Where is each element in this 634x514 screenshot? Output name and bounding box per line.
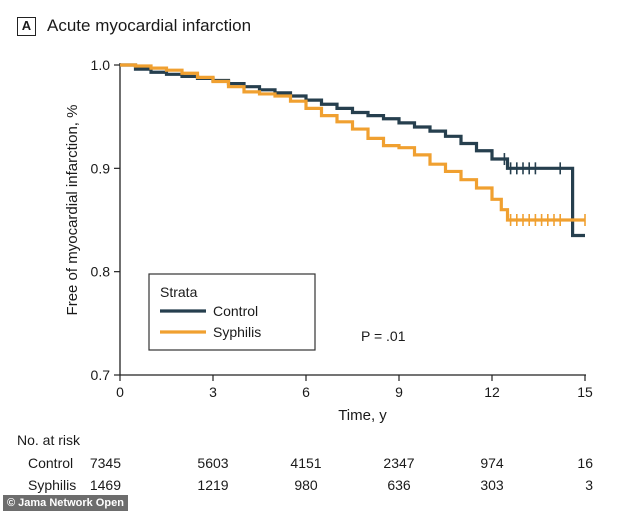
risk-count: 974 (480, 455, 504, 471)
x-tick-label: 12 (484, 384, 500, 400)
y-tick-label: 0.9 (91, 160, 111, 176)
risk-count: 7345 (90, 455, 121, 471)
x-tick-label: 9 (395, 384, 403, 400)
legend: Strata Control Syphilis (148, 273, 316, 351)
risk-count: 4151 (290, 455, 321, 471)
axes: 0 3 6 9 12 15 0.7 0.8 0.9 1.0 Time, y Free of myoca… (64, 57, 593, 424)
y-tick-label: 0.8 (91, 264, 111, 280)
x-tick-label: 15 (577, 384, 593, 400)
risk-count: 303 (480, 477, 504, 493)
syphilis-curve (120, 63, 585, 222)
x-axis-title: Time, y (338, 407, 387, 424)
watermark: © Jama Network Open (3, 495, 128, 511)
risk-count: 5603 (197, 455, 228, 471)
control-curve (120, 63, 585, 238)
risk-count: 3 (585, 477, 593, 493)
series-layer (120, 63, 586, 238)
risk-row-label: Control (28, 455, 73, 471)
x-tick-label: 6 (302, 384, 310, 400)
y-tick-label: 0.7 (91, 367, 111, 383)
panel-label: A (17, 17, 36, 36)
y-axis-title: Free of myocardial infarction, % (64, 105, 81, 316)
chart-title: Acute myocardial infarction (47, 16, 252, 35)
legend-label-control: Control (213, 303, 258, 319)
x-tick-label: 3 (209, 384, 217, 400)
risk-count: 16 (577, 455, 593, 471)
risk-table: No. at risk Control 7345 5603 4151 2347 974 16 S… (17, 432, 593, 493)
legend-label-syphilis: Syphilis (213, 324, 261, 340)
risk-count: 980 (294, 477, 318, 493)
legend-title: Strata (160, 284, 198, 300)
risk-count: 1219 (197, 477, 228, 493)
p-value-annotation: P = .01 (361, 328, 406, 344)
risk-count: 636 (387, 477, 411, 493)
risk-row-label: Syphilis (28, 477, 76, 493)
risk-count: 2347 (383, 455, 414, 471)
y-tick-label: 1.0 (91, 57, 111, 73)
x-tick-label: 0 (116, 384, 124, 400)
risk-count: 1469 (90, 477, 121, 493)
risk-table-title: No. at risk (17, 432, 81, 448)
